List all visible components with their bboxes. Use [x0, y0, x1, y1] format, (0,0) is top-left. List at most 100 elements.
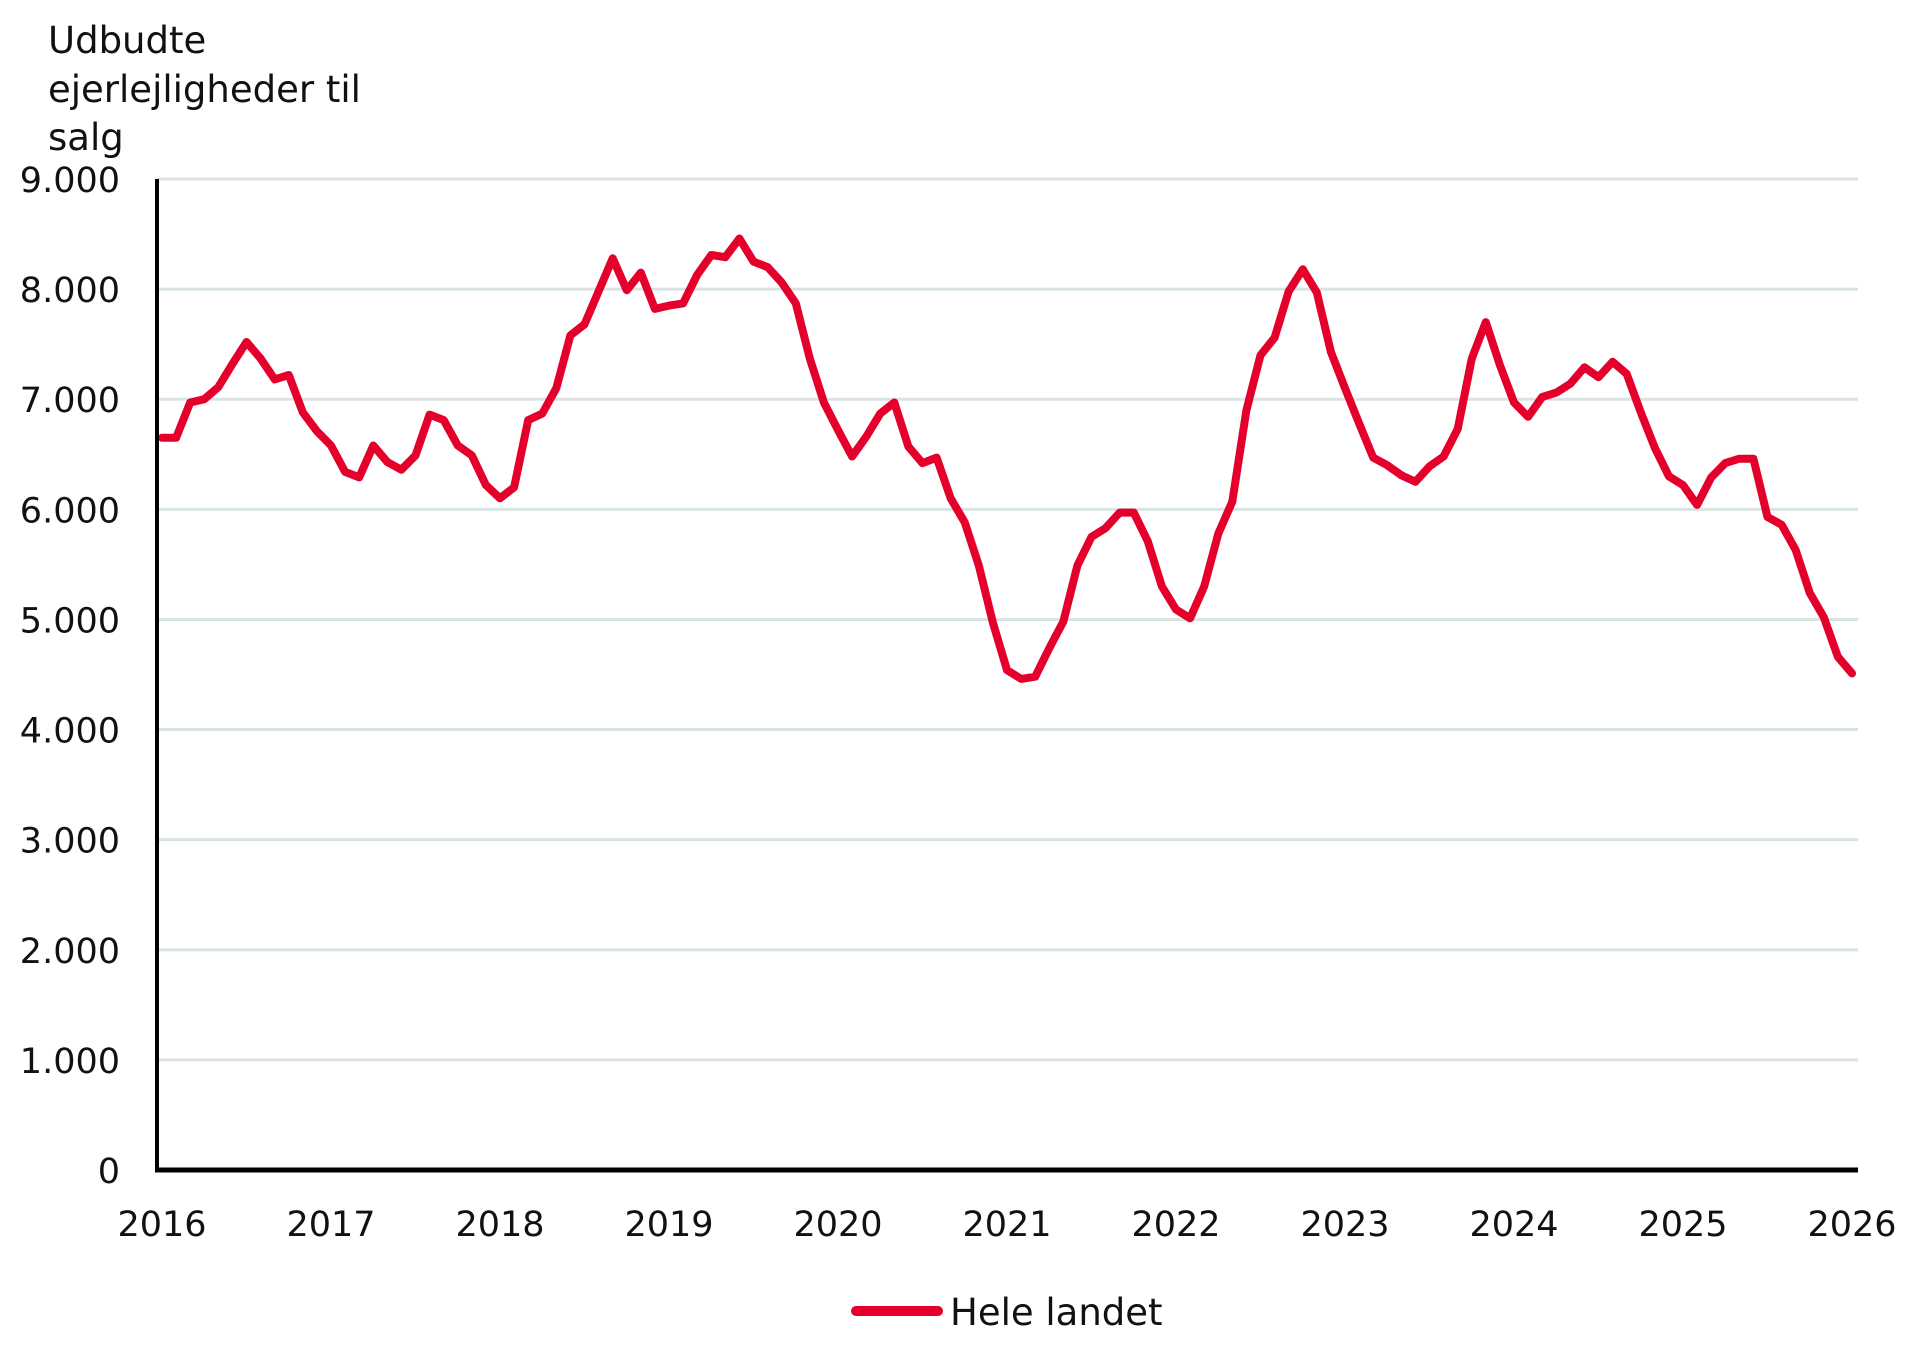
legend-label-hele-landet: Hele landet — [950, 1291, 1163, 1334]
data-point — [1343, 386, 1347, 390]
data-point — [1428, 464, 1432, 468]
data-point — [723, 255, 727, 259]
data-point — [1230, 500, 1234, 504]
data-point — [991, 621, 995, 625]
data-point — [766, 265, 770, 269]
data-point — [512, 485, 516, 489]
data-point — [1033, 675, 1037, 679]
data-point — [892, 401, 896, 405]
data-point — [709, 253, 713, 257]
data-point — [1385, 463, 1389, 467]
data-point — [794, 301, 798, 305]
data-point — [343, 470, 347, 474]
data-point — [1442, 455, 1446, 459]
data-point — [414, 453, 418, 457]
x-tick-label: 2021 — [962, 1205, 1051, 1245]
y-axis-title-line-3: salg — [48, 116, 124, 159]
data-point — [329, 444, 333, 448]
data-point — [1582, 365, 1586, 369]
data-point — [977, 564, 981, 568]
x-tick-label: 2023 — [1300, 1205, 1389, 1245]
data-point — [639, 271, 643, 275]
data-point — [1315, 290, 1319, 294]
data-point — [1526, 415, 1530, 419]
data-point — [1174, 608, 1178, 612]
data-point — [1371, 456, 1375, 460]
data-point — [1005, 668, 1009, 672]
data-point — [667, 304, 671, 308]
data-point — [1118, 511, 1122, 515]
data-point — [216, 385, 220, 389]
data-point — [1822, 615, 1826, 619]
data-point — [836, 428, 840, 432]
data-point — [921, 461, 925, 465]
y-tick-label: 2.000 — [20, 932, 120, 972]
data-point — [752, 260, 756, 264]
data-point — [1681, 483, 1685, 487]
data-point — [625, 288, 629, 292]
data-point — [1709, 475, 1713, 479]
y-tick-label: 4.000 — [20, 712, 120, 752]
data-point — [1850, 671, 1854, 675]
data-point — [822, 401, 826, 405]
data-point — [174, 436, 178, 440]
x-tick-label: 2018 — [455, 1205, 544, 1245]
data-point — [1456, 427, 1460, 431]
y-tick-label: 1.000 — [20, 1042, 120, 1082]
data-point — [611, 256, 615, 260]
data-point — [1766, 515, 1770, 519]
y-axis-title-line-2: ejerlejligheder til — [48, 68, 361, 111]
y-axis-title: Udbudte ejerlejligheder til salg — [48, 19, 361, 159]
data-point — [1146, 539, 1150, 543]
data-point — [1498, 363, 1502, 367]
data-point — [1639, 410, 1643, 414]
data-point — [737, 237, 741, 241]
data-point — [780, 281, 784, 285]
data-point — [399, 468, 403, 472]
y-axis-tick-labels: 0 1.000 2.000 3.000 4.000 5.000 6.000 7.000 8.00… — [20, 161, 120, 1192]
data-point — [1047, 646, 1051, 650]
data-point — [301, 410, 305, 414]
data-point — [963, 521, 967, 525]
data-point — [1188, 616, 1192, 620]
data-point — [906, 445, 910, 449]
data-point — [1019, 677, 1023, 681]
data-point — [1244, 408, 1248, 412]
data-point — [1611, 360, 1615, 364]
x-tick-label: 2026 — [1807, 1205, 1896, 1245]
data-point — [371, 444, 375, 448]
data-point — [188, 401, 192, 405]
x-axis-tick-labels: 2016 2017 2018 2019 2020 2021 2022 2023 2024 2025… — [117, 1205, 1896, 1245]
data-point — [583, 322, 587, 326]
data-point — [526, 418, 530, 422]
data-point — [315, 429, 319, 433]
data-point — [259, 357, 263, 361]
gridlines — [157, 177, 1858, 1062]
data-point — [808, 357, 812, 361]
x-tick-label: 2019 — [624, 1205, 713, 1245]
axes — [155, 179, 1858, 1173]
data-point — [554, 386, 558, 390]
data-point — [1540, 395, 1544, 399]
x-tick-label: 2024 — [1469, 1205, 1558, 1245]
data-point — [470, 453, 474, 457]
data-point — [1259, 353, 1263, 357]
x-tick-label: 2022 — [1131, 1205, 1220, 1245]
data-point — [878, 412, 882, 416]
data-point — [1202, 584, 1206, 588]
data-point — [273, 377, 277, 381]
data-point — [1301, 267, 1305, 271]
data-point — [1597, 375, 1601, 379]
data-point — [1751, 457, 1755, 461]
data-point — [1132, 511, 1136, 515]
data-point — [1273, 336, 1277, 340]
data-point — [385, 460, 389, 464]
data-point — [428, 413, 432, 417]
y-tick-label: 7.000 — [20, 381, 120, 421]
data-point — [695, 273, 699, 277]
legend: Hele landet — [851, 1291, 1163, 1334]
x-tick-label: 2020 — [793, 1205, 882, 1245]
data-point — [498, 496, 502, 500]
data-point — [850, 455, 854, 459]
data-point — [1090, 535, 1094, 539]
